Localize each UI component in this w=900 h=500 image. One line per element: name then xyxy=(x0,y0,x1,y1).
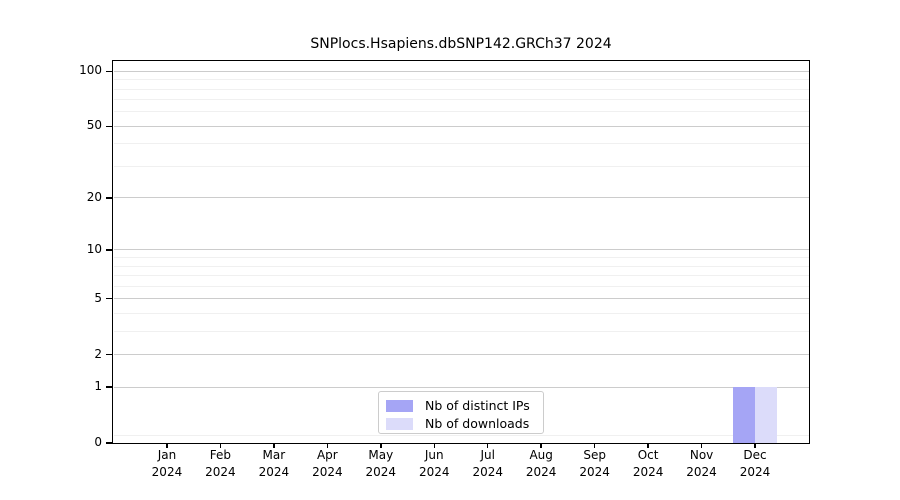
minor-gridline xyxy=(113,330,809,332)
bar-dec-downloads xyxy=(755,387,778,443)
y-axis-tick xyxy=(106,125,112,128)
x-tick-label: May 2024 xyxy=(365,448,397,479)
x-axis-tick xyxy=(700,443,703,448)
y-axis-tick xyxy=(106,386,112,388)
x-axis-tick xyxy=(273,443,275,448)
x-tick-label: Apr 2024 xyxy=(312,448,343,479)
x-axis-tick xyxy=(326,443,329,448)
x-tick-label: Feb 2024 xyxy=(205,448,236,479)
minor-gridline xyxy=(113,285,809,287)
x-axis-tick xyxy=(647,443,649,448)
legend-item-downloads: Nb of downloads xyxy=(386,415,543,432)
major-gridline xyxy=(113,298,809,300)
y-tick-label: 100 xyxy=(79,63,102,78)
minor-gridline xyxy=(113,143,809,145)
minor-gridline xyxy=(113,434,809,436)
x-tick-label: Oct 2024 xyxy=(632,448,664,479)
legend-item-distinct-ips: Nb of distinct IPs xyxy=(386,397,543,414)
x-axis-tick xyxy=(486,443,489,448)
y-tick-label: 50 xyxy=(86,118,102,133)
x-tick-label: Aug 2024 xyxy=(525,448,557,479)
minor-gridline xyxy=(113,111,809,113)
major-gridline xyxy=(113,70,809,72)
legend-label-downloads: Nb of downloads xyxy=(425,416,530,431)
x-axis-tick xyxy=(166,443,168,448)
x-tick-label: Nov 2024 xyxy=(686,448,717,479)
y-axis-tick xyxy=(106,249,112,251)
major-gridline xyxy=(113,354,809,355)
y-axis-tick xyxy=(106,197,112,199)
x-axis-tick xyxy=(433,443,436,448)
x-tick-label: Jun 2024 xyxy=(418,448,450,479)
x-tick-label: Mar 2024 xyxy=(258,448,290,479)
y-tick-label: 2 xyxy=(94,346,102,361)
legend: Nb of distinct IPs Nb of downloads xyxy=(378,391,544,434)
y-tick-label: 0 xyxy=(94,435,102,449)
minor-gridline xyxy=(113,99,809,101)
minor-gridline xyxy=(113,79,809,81)
minor-gridline xyxy=(113,88,809,90)
y-tick-label: 1 xyxy=(94,379,102,394)
major-gridline xyxy=(113,386,809,388)
x-tick-label: Sep 2024 xyxy=(579,448,610,479)
y-axis-tick xyxy=(106,353,112,356)
major-gridline xyxy=(113,125,809,127)
legend-swatch-distinct-ips xyxy=(386,399,413,412)
y-axis-tick xyxy=(106,442,112,444)
y-axis-tick xyxy=(106,297,112,300)
legend-label-distinct-ips: Nb of distinct IPs xyxy=(425,398,530,413)
x-axis-tick xyxy=(219,443,222,448)
minor-gridline xyxy=(113,257,809,259)
minor-gridline xyxy=(113,312,809,314)
x-tick-label: Jan 2024 xyxy=(151,448,183,479)
x-axis-tick xyxy=(593,443,596,448)
minor-gridline xyxy=(113,275,809,276)
minor-gridline xyxy=(113,265,809,267)
x-axis-tick xyxy=(540,443,542,448)
chart-title: SNPlocs.Hsapiens.dbSNP142.GRCh37 2024 xyxy=(310,36,612,52)
x-axis-tick xyxy=(380,443,382,448)
y-axis-tick xyxy=(106,70,112,72)
legend-swatch-downloads xyxy=(386,417,413,430)
x-tick-label: Dec 2024 xyxy=(739,448,771,479)
major-gridline xyxy=(113,197,809,199)
y-tick-label: 10 xyxy=(86,241,102,256)
y-tick-label: 20 xyxy=(86,189,102,204)
y-tick-label: 5 xyxy=(94,290,102,305)
major-gridline xyxy=(113,249,809,251)
x-tick-label: Jul 2024 xyxy=(472,448,503,479)
minor-gridline xyxy=(113,165,809,167)
x-axis-tick xyxy=(754,443,756,448)
bar-dec-distinct-ips xyxy=(733,387,756,443)
